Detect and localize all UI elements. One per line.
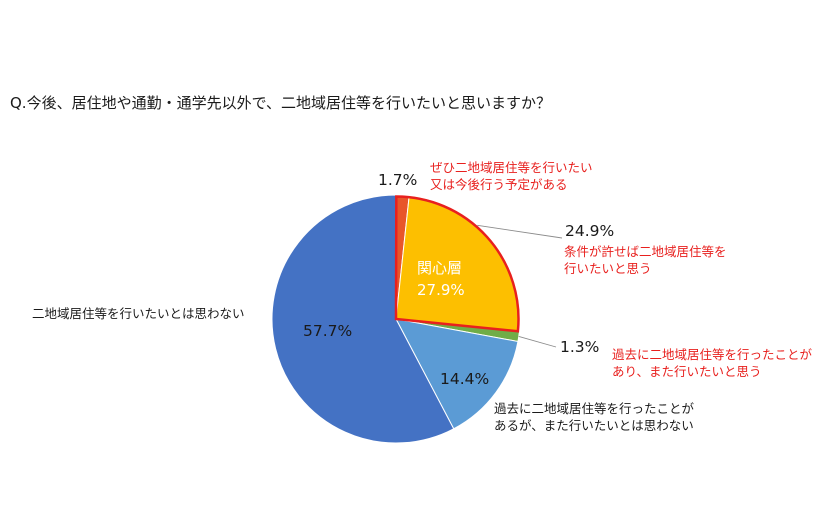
pie-slice-4 <box>271 194 455 444</box>
leader-line-2 <box>518 336 557 348</box>
category-label-2-line-1: あり、また行いたいと思う <box>612 364 762 379</box>
category-label-3-line-1: あるが、また行いたいとは思わない <box>494 418 694 433</box>
interest-group-border <box>394 195 520 333</box>
category-label-0-line-0: ぜひ二地域居住等を行いたい <box>430 160 593 175</box>
interest-group-label: 関心層 <box>417 259 462 277</box>
category-label-3-line-0: 過去に二地域居住等を行ったことが <box>494 401 695 416</box>
interest-group-value: 27.9% <box>417 281 465 299</box>
value-label-4: 57.7% <box>303 322 352 340</box>
category-label-0-line-1: 又は今後行う予定がある <box>430 177 568 192</box>
category-label-2-line-0: 過去に二地域居住等を行ったことが <box>612 347 813 362</box>
value-label-2: 1.3% <box>560 338 599 356</box>
chart-title: Q.今後、居住地や通勤・通学先以外で、二地域居住等を行いたいと思いますか？ <box>10 94 551 112</box>
leader-line-1 <box>477 224 563 239</box>
value-label-1: 24.9% <box>565 222 614 240</box>
pie-slice-3 <box>395 318 519 430</box>
value-label-0: 1.7% <box>378 171 417 189</box>
pie-slice-1 <box>395 195 521 332</box>
pie-slices <box>271 194 521 444</box>
category-label-4-line-0: 二地域居住等を行いたいとは思わない <box>32 306 245 321</box>
category-label-1-line-0: 条件が許せば二地域居住等を <box>564 244 727 259</box>
value-label-3: 14.4% <box>440 370 489 388</box>
leader-lines <box>477 224 563 348</box>
interest-group-outline <box>394 195 520 333</box>
category-label-1-line-1: 行いたいと思う <box>564 261 652 276</box>
